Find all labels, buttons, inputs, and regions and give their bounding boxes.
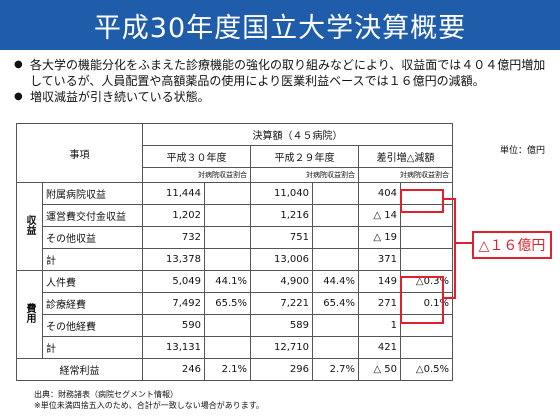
cell-value: 7,221: [250, 292, 313, 315]
cell-diff-ratio: [400, 226, 453, 249]
cell-value: 11,040: [250, 182, 313, 205]
bullet-text: 各大学の機能分化をふまえた診療機能の強化の取り組みなどにより、収益面では４０４億…: [30, 58, 546, 88]
cell-diff: △ 50: [358, 358, 401, 381]
table-row: 計 13,378 13,006 371: [17, 248, 453, 271]
summary-bullets: ● 各大学の機能分化をふまえた診療機能の強化の取り組みなどにより、収益面では４０…: [14, 57, 554, 105]
cell-value: 1,202: [142, 204, 205, 227]
settlement-table: 事項 決算額（４５病院） 平成３０年度 平成２９年度 差引増△減額 対病院収益割…: [16, 123, 453, 381]
cell-value: 590: [142, 314, 205, 337]
cell-value: 751: [250, 226, 313, 249]
cell-value: 4,900: [250, 270, 313, 293]
table-row: 費用 人件費 5,049 44.1% 4,900 44.4% 149 △0.3%: [16, 270, 453, 359]
section-revenue: 収益: [16, 182, 43, 271]
cell-value: 1,216: [250, 204, 313, 227]
table-header-row: 事項 決算額（４５病院）: [16, 123, 453, 183]
row-label: 運営費交付金収益: [42, 204, 143, 227]
col-h30-header: 平成３０年度: [142, 145, 251, 168]
cell-diff-ratio: [400, 248, 453, 271]
footer-notes: 出典：財務諸表（病院セグメント情報） ※単位未満四捨五入のため、合計が一致しない…: [34, 389, 264, 411]
highlight-box-revenue: [400, 189, 444, 213]
source-note: 出典：財務諸表（病院セグメント情報）: [34, 390, 178, 399]
cell-ratio: [204, 336, 251, 359]
cell-ratio: [312, 182, 359, 205]
bullet-dot-icon: ●: [14, 59, 23, 70]
bullet-dot-icon: ●: [14, 91, 23, 102]
row-label: 附属病院収益: [42, 182, 143, 205]
ratio-header: 対病院収益割合: [142, 167, 251, 183]
table-row: 計 13,131 12,710 421: [17, 336, 453, 359]
cell-ratio: 44.4%: [312, 270, 359, 293]
cell-ratio: 2.1%: [204, 358, 251, 381]
cell-diff-ratio: [400, 336, 453, 359]
table-row: その他経費 590 589 1: [17, 314, 453, 337]
page-title: 平成30年度国立大学決算概要: [93, 12, 467, 44]
cell-value: 12,710: [250, 336, 313, 359]
cell-ratio: [312, 314, 359, 337]
cell-ratio: [204, 182, 251, 205]
cell-diff: 421: [358, 336, 401, 359]
cell-ratio: [204, 314, 251, 337]
row-label: 診療経費: [42, 292, 143, 315]
cell-value: 296: [250, 358, 313, 381]
cell-diff: 271: [358, 292, 401, 315]
settlement-header: 決算額（４５病院）: [142, 123, 453, 146]
cell-ratio: [312, 248, 359, 271]
bullet-item: ● 各大学の機能分化をふまえた診療機能の強化の取り組みなどにより、収益面では４０…: [14, 57, 554, 89]
table-header-row: 平成３０年度 平成２９年度 差引増△減額: [17, 145, 453, 168]
table-row: 診療経費 7,492 65.5% 7,221 65.4% 271 0.1%: [17, 292, 453, 315]
cell-value: 732: [142, 226, 205, 249]
cell-ratio: [312, 226, 359, 249]
cell-diff: △ 14: [358, 204, 401, 227]
cell-ratio: [204, 204, 251, 227]
col-h29-header: 平成２９年度: [250, 145, 359, 168]
cell-ratio: [204, 248, 251, 271]
cell-ratio: [204, 226, 251, 249]
callout-decrease: △１６億円: [472, 231, 552, 259]
cell-diff: 1: [358, 314, 401, 337]
cell-ratio: [312, 336, 359, 359]
item-header: 事項: [16, 123, 143, 183]
rounding-note: ※単位未満四捨五入のため、合計が一致しない場合があります。: [34, 401, 264, 410]
cell-diff: 404: [358, 182, 401, 205]
row-label: その他経費: [42, 314, 143, 337]
bullet-text: 増収減益が引き続いている状態。: [30, 90, 210, 104]
ratio-header: 対病院収益割合: [250, 167, 359, 183]
row-label: 人件費: [42, 270, 143, 293]
row-label: その他収益: [42, 226, 143, 249]
cell-ratio: 65.5%: [204, 292, 251, 315]
cell-value: 13,006: [250, 248, 313, 271]
cell-diff: 149: [358, 270, 401, 293]
cell-value: 11,444: [142, 182, 205, 205]
cell-diff: 371: [358, 248, 401, 271]
table-row: 収益 附属病院収益 11,444 11,040 404: [16, 182, 453, 271]
cell-value: 246: [142, 358, 205, 381]
cell-value: 589: [250, 314, 313, 337]
table-row: 経常利益 246 2.1% 296 2.7% △ 50 △0.5%: [16, 358, 453, 381]
cell-value: 7,492: [142, 292, 205, 315]
row-label: 経常利益: [16, 358, 143, 381]
cell-diff-ratio: △0.5%: [400, 358, 453, 381]
table-row: 運営費交付金収益 1,202 1,216 △ 14: [17, 204, 453, 227]
bullet-item: ● 増収減益が引き続いている状態。: [14, 89, 554, 105]
row-label: 計: [42, 336, 143, 359]
table-row: その他収益 732 751 △ 19: [17, 226, 453, 249]
cell-ratio: 44.1%: [204, 270, 251, 293]
cell-value: 13,131: [142, 336, 205, 359]
col-diff-header: 差引増△減額: [358, 145, 453, 168]
cell-ratio: 65.4%: [312, 292, 359, 315]
row-label: 計: [42, 248, 143, 271]
section-expense: 費用: [16, 270, 43, 359]
cell-ratio: 2.7%: [312, 358, 359, 381]
ratio-header: 対病院収益割合: [358, 167, 453, 183]
title-banner: 平成30年度国立大学決算概要: [0, 0, 560, 50]
highlight-box-expense: [400, 276, 444, 324]
cell-value: 13,378: [142, 248, 205, 271]
cell-diff: △ 19: [358, 226, 401, 249]
cell-ratio: [312, 204, 359, 227]
cell-value: 5,049: [142, 270, 205, 293]
unit-label: 単位：億円: [500, 146, 546, 156]
